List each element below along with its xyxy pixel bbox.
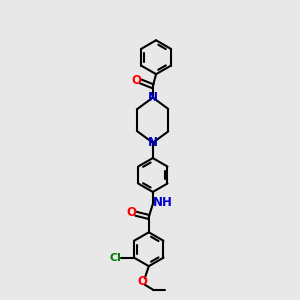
Text: Cl: Cl <box>110 253 122 263</box>
Text: NH: NH <box>153 196 173 208</box>
Text: N: N <box>148 91 158 104</box>
Text: O: O <box>132 74 142 87</box>
Text: N: N <box>148 136 158 149</box>
Text: O: O <box>138 275 148 288</box>
Text: O: O <box>127 206 137 219</box>
